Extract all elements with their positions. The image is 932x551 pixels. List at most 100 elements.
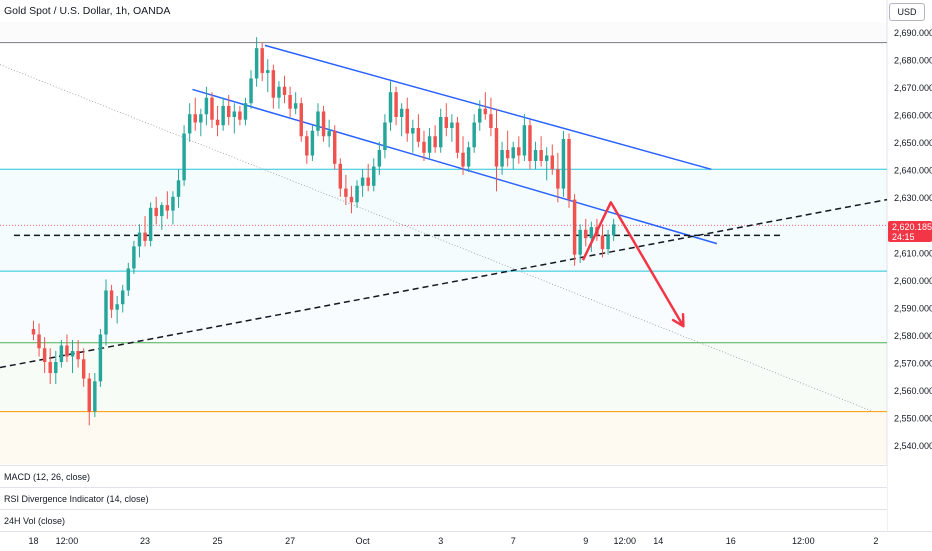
candle: [48, 348, 52, 385]
candle: [377, 141, 382, 175]
candle-body: [104, 290, 108, 335]
y-tick-label: 2,540.000: [894, 441, 932, 451]
y-tick-label: 2,660.000: [894, 111, 932, 121]
candle-body: [260, 48, 264, 73]
zone-top: [0, 22, 887, 43]
candle-body: [249, 78, 253, 104]
candle-body: [132, 246, 136, 269]
y-tick-label: 2,580.000: [894, 331, 932, 341]
candle-body: [427, 136, 432, 153]
candle-body: [54, 362, 58, 374]
candle-body: [611, 224, 616, 236]
candle: [282, 75, 287, 104]
trendline-channel-lower: [192, 88, 718, 245]
candle-body: [489, 114, 493, 128]
candle: [299, 97, 303, 142]
candle: [327, 119, 331, 148]
candle: [165, 191, 170, 219]
candle: [87, 373, 91, 426]
candle: [366, 163, 370, 192]
candle-body: [126, 268, 131, 291]
candle-body: [338, 163, 343, 189]
y-tick-label: 2,690.000: [894, 28, 932, 38]
candle: [187, 103, 192, 142]
indicator-pane-rsi[interactable]: RSI Divergence Indicator (14, close): [0, 487, 887, 509]
candle-body: [109, 290, 114, 310]
candle: [372, 158, 376, 192]
candle-body: [455, 122, 460, 153]
candle: [121, 284, 125, 313]
candle-body: [277, 86, 281, 98]
x-tick-label: 2: [873, 536, 879, 546]
candle-body: [411, 127, 415, 134]
candle-body: [528, 125, 532, 162]
candle-body: [182, 133, 186, 181]
x-tick-label: 25: [212, 536, 223, 546]
candle-body: [121, 290, 125, 305]
x-tick-label: 3: [438, 536, 444, 546]
candle-body: [444, 116, 449, 128]
candle-body: [226, 105, 231, 117]
candle: [416, 114, 421, 148]
candle: [182, 125, 186, 186]
zone-teal: [0, 169, 887, 272]
candle: [517, 136, 521, 164]
indicator-pane-volume[interactable]: 24H Vol (close): [0, 509, 887, 531]
indicator-pane-macd[interactable]: MACD (12, 26, close): [0, 465, 887, 487]
candle: [254, 37, 259, 87]
candle-body: [193, 114, 197, 123]
candle-body: [438, 116, 443, 148]
candle: [584, 218, 588, 247]
candle: [332, 125, 337, 170]
candle-body: [472, 122, 476, 148]
y-tick-label: 2,650.000: [894, 138, 932, 148]
candle-body: [305, 136, 309, 156]
candle-body: [517, 147, 521, 156]
candle: [176, 169, 181, 208]
trendline-channel-upper: [264, 44, 712, 171]
candle: [483, 92, 488, 120]
candle: [232, 103, 237, 134]
y-tick-label: 2,680.000: [894, 56, 932, 66]
candle: [305, 130, 309, 164]
candle-body: [232, 111, 237, 117]
candle-body: [176, 180, 181, 197]
candle-body: [215, 119, 220, 126]
candle-body: [282, 86, 287, 95]
candle: [115, 295, 119, 324]
candle-body: [483, 108, 488, 115]
candle-body: [511, 147, 515, 159]
candle-body: [567, 139, 571, 200]
candle-body: [221, 105, 225, 126]
candle-body: [143, 232, 147, 241]
candle: [533, 141, 538, 170]
candle: [399, 103, 404, 137]
candle-body: [42, 348, 47, 363]
candle-body: [76, 351, 80, 360]
candle: [511, 141, 515, 170]
candle-body: [37, 334, 41, 349]
y-tick-label: 2,550.000: [894, 413, 932, 423]
candle: [81, 348, 86, 387]
candle: [450, 114, 454, 142]
candle: [288, 86, 292, 117]
candle: [388, 81, 393, 131]
currency-button[interactable]: USD: [889, 3, 925, 21]
candle: [489, 97, 493, 137]
x-tick-label: 12:00: [613, 536, 637, 546]
candle-body: [556, 169, 560, 189]
candle: [405, 97, 409, 142]
time-axis[interactable]: 18 12:00 23 25 27 Oct 3 7 9 12:00 14 16 12:00 2: [0, 531, 932, 551]
candle-body: [310, 130, 315, 156]
candle-body: [394, 92, 398, 117]
y-tick-label: 2,670.000: [894, 83, 932, 93]
candle: [544, 147, 549, 181]
candle: [344, 174, 348, 206]
candle: [528, 119, 532, 170]
candle-body: [165, 205, 170, 211]
candle: [578, 224, 582, 263]
candle: [494, 108, 499, 192]
candle: [154, 196, 158, 225]
